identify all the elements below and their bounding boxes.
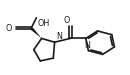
Text: N: N bbox=[57, 32, 62, 41]
Text: O: O bbox=[63, 16, 70, 25]
Polygon shape bbox=[30, 27, 42, 38]
Text: O: O bbox=[6, 24, 12, 33]
Text: N: N bbox=[84, 41, 90, 50]
Text: OH: OH bbox=[38, 19, 50, 28]
